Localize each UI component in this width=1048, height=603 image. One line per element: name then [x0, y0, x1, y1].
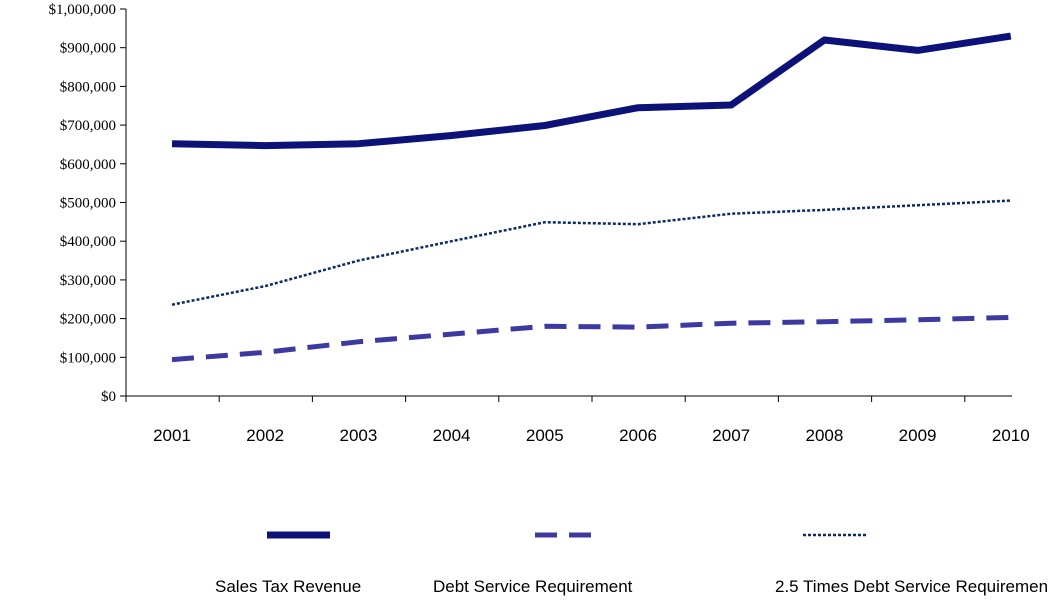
x-tick-label: 2006 [619, 426, 657, 445]
y-tick-label: $500,000 [60, 196, 116, 212]
y-axis: $0 $100,000 $200,000 $300,000 $400,000 $500,0… [49, 2, 127, 405]
y-tick-label: $700,000 [60, 118, 116, 134]
x-tick-label: 2004 [433, 426, 471, 445]
y-tick-label: $300,000 [60, 273, 116, 289]
x-tick-label: 2008 [805, 426, 843, 445]
legend-label-3: 2.5 Times Debt Service Requirement [775, 577, 1048, 596]
x-tick-label: 2005 [526, 426, 564, 445]
y-tick-label: $1,000,000 [49, 2, 117, 18]
series-line-1 [171, 32, 1012, 150]
legend-label-2: Debt Service Requirement [433, 577, 633, 596]
y-tick-label: $0 [101, 389, 116, 405]
y-tick-label: $400,000 [60, 234, 116, 250]
x-axis: 2001 2002 2003 2004 2005 2006 2007 2008 2009 2010 [125, 395, 1030, 445]
series-line-3 [171, 199, 1011, 306]
y-tick-label: $900,000 [60, 41, 116, 57]
legend-label-1: Sales Tax Revenue [215, 577, 361, 596]
x-tick-label: 2007 [712, 426, 750, 445]
x-tick-label: 2001 [153, 426, 191, 445]
y-tick-label: $600,000 [60, 157, 116, 173]
series-line-2 [171, 314, 1011, 363]
y-tick-label: $200,000 [60, 312, 116, 328]
y-tick-label: $100,000 [60, 350, 116, 366]
legend: Sales Tax Revenue Debt Service Requiremen… [215, 531, 1048, 596]
x-tick-label: 2010 [992, 426, 1030, 445]
x-tick-label: 2002 [246, 426, 284, 445]
series-layer [171, 32, 1012, 363]
x-tick-label: 2009 [899, 426, 937, 445]
y-tick-label: $800,000 [60, 79, 116, 95]
x-tick-label: 2003 [339, 426, 377, 445]
